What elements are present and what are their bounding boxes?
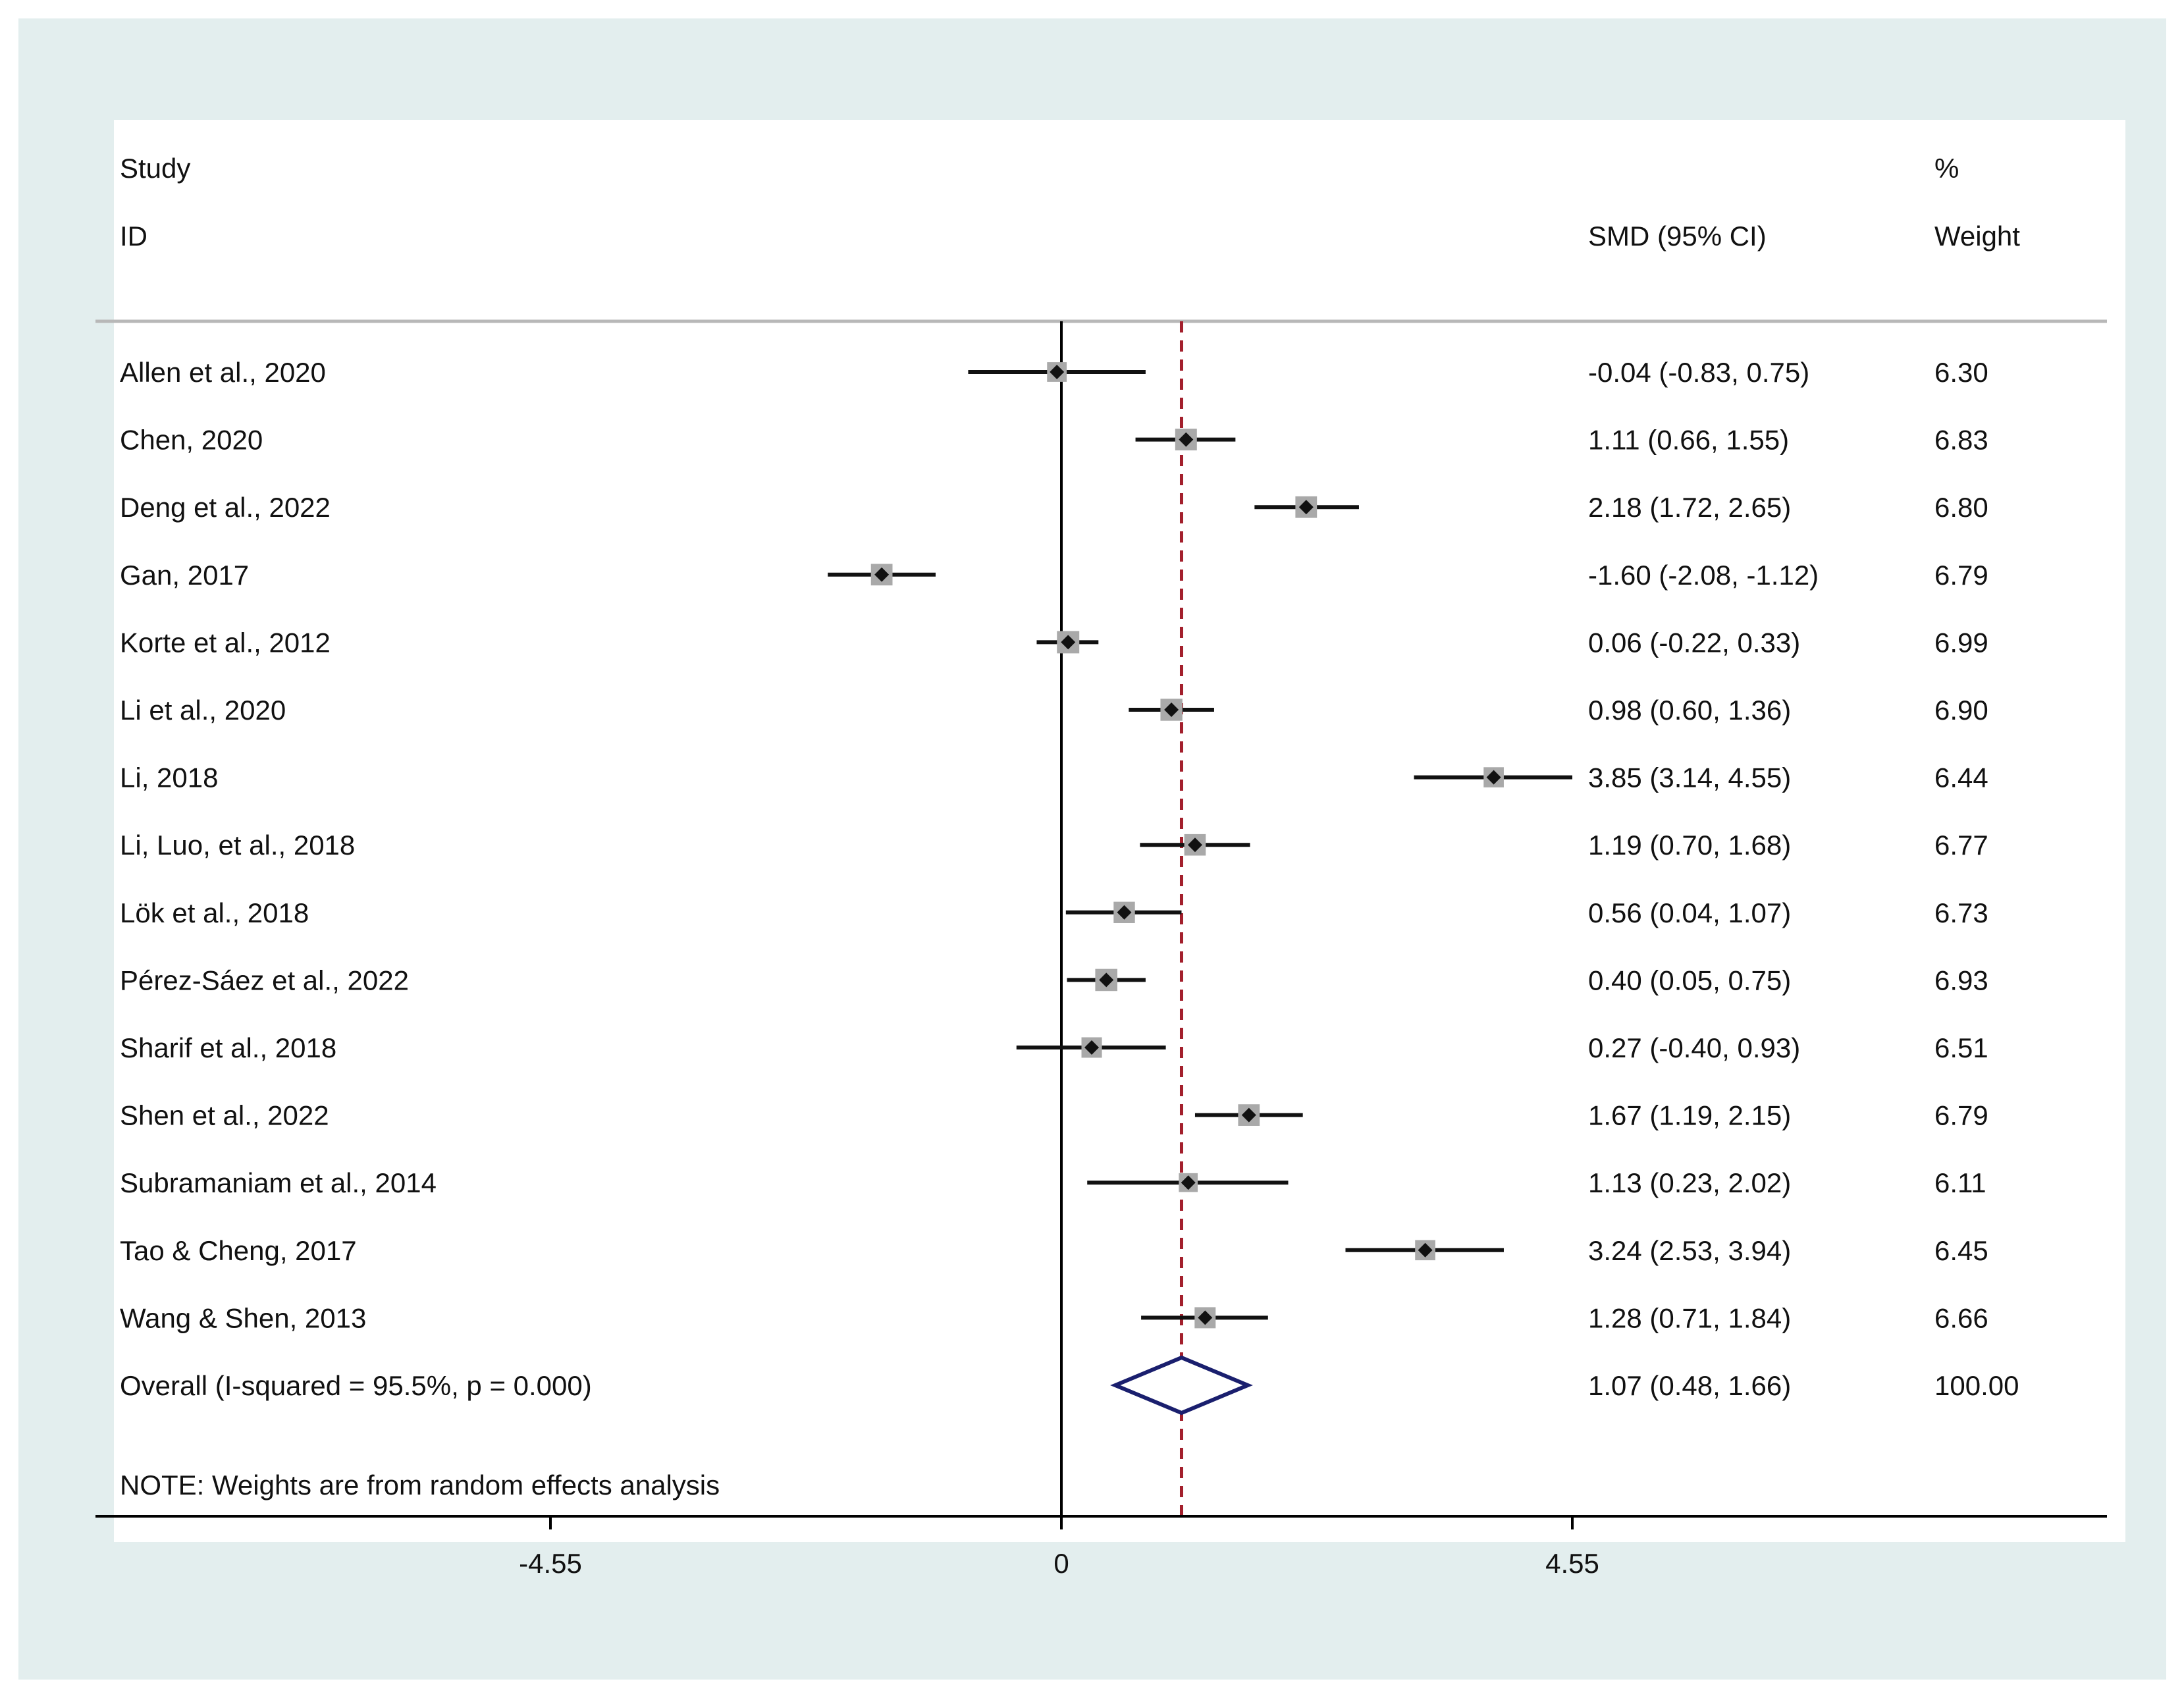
header-weight-percent: % bbox=[1934, 153, 1959, 184]
chart-frame bbox=[18, 18, 2166, 1680]
study-row: Chen, 2020 1.11 (0.66, 1.55) 6.83 bbox=[120, 425, 1988, 456]
study-row: Sharif et al., 2018 0.27 (-0.40, 0.93) 6.5… bbox=[120, 1032, 1988, 1063]
study-label: Wang & Shen, 2013 bbox=[120, 1302, 366, 1333]
ci-text: 0.06 (-0.22, 0.33) bbox=[1588, 627, 1800, 658]
study-rows: Allen et al., 2020 -0.04 (-0.83, 0.75) 6.3… bbox=[120, 357, 1988, 1333]
ci-text: 3.24 (2.53, 3.94) bbox=[1588, 1235, 1791, 1266]
point-estimate bbox=[1050, 365, 1065, 379]
study-row: Wang & Shen, 2013 1.28 (0.71, 1.84) 6.66 bbox=[120, 1302, 1988, 1333]
header-id: ID bbox=[120, 221, 147, 252]
point-estimate bbox=[1198, 1310, 1213, 1325]
study-row: Subramaniam et al., 2014 1.13 (0.23, 2.02… bbox=[120, 1167, 1986, 1198]
x-tick-label: 0 bbox=[1053, 1548, 1069, 1579]
ci-text: 1.19 (0.70, 1.68) bbox=[1588, 830, 1791, 861]
overall-diamond bbox=[1110, 1355, 1253, 1416]
study-row: Li, 2018 3.85 (3.14, 4.55) 6.44 bbox=[120, 762, 1988, 793]
study-label: Gan, 2017 bbox=[120, 560, 249, 591]
study-label: Chen, 2020 bbox=[120, 425, 263, 456]
overall-weight: 100.00 bbox=[1934, 1370, 2019, 1401]
plot-area bbox=[114, 120, 2125, 1542]
weight-value: 6.45 bbox=[1934, 1235, 1988, 1266]
weight-value: 6.99 bbox=[1934, 627, 1988, 658]
point-estimate bbox=[1061, 635, 1076, 650]
ci-text: -1.60 (-2.08, -1.12) bbox=[1588, 560, 1819, 591]
point-estimate bbox=[1181, 1175, 1196, 1190]
weight-value: 6.73 bbox=[1934, 897, 1988, 928]
point-estimate bbox=[1179, 432, 1194, 447]
point-estimate bbox=[1486, 770, 1501, 785]
ci-text: 0.56 (0.04, 1.07) bbox=[1588, 897, 1791, 928]
point-estimate bbox=[1241, 1107, 1256, 1123]
overall-label: Overall (I-squared = 95.5%, p = 0.000) bbox=[120, 1370, 592, 1401]
study-label: Tao & Cheng, 2017 bbox=[120, 1235, 357, 1266]
weight-value: 6.30 bbox=[1934, 357, 1988, 388]
study-label: Li, Luo, et al., 2018 bbox=[120, 830, 355, 861]
ci-text: 0.98 (0.60, 1.36) bbox=[1588, 695, 1791, 726]
x-axis-ticks: -4.55 0 4.55 bbox=[519, 1516, 1599, 1579]
ci-text: 1.28 (0.71, 1.84) bbox=[1588, 1302, 1791, 1333]
x-tick-label: -4.55 bbox=[519, 1548, 582, 1579]
point-estimate bbox=[1298, 500, 1314, 515]
study-row: Shen et al., 2022 1.67 (1.19, 2.15) 6.79 bbox=[120, 1100, 1988, 1131]
header-study: Study bbox=[120, 153, 190, 184]
x-tick-label: 4.55 bbox=[1545, 1548, 1599, 1579]
ci-text: 1.13 (0.23, 2.02) bbox=[1588, 1167, 1791, 1198]
weight-value: 6.90 bbox=[1934, 695, 1988, 726]
study-row: Li et al., 2020 0.98 (0.60, 1.36) 6.90 bbox=[120, 695, 1988, 726]
study-label: Allen et al., 2020 bbox=[120, 357, 326, 388]
ci-text: 2.18 (1.72, 2.65) bbox=[1588, 492, 1791, 523]
ci-text: 3.85 (3.14, 4.55) bbox=[1588, 762, 1791, 793]
weight-value: 6.93 bbox=[1934, 965, 1988, 995]
study-label: Shen et al., 2022 bbox=[120, 1100, 329, 1131]
point-estimate bbox=[1084, 1040, 1100, 1055]
weight-value: 6.51 bbox=[1934, 1032, 1988, 1063]
study-row: Lök et al., 2018 0.56 (0.04, 1.07) 6.73 bbox=[120, 897, 1988, 928]
study-row: Li, Luo, et al., 2018 1.19 (0.70, 1.68) 6.… bbox=[120, 830, 1988, 861]
study-label: Li, 2018 bbox=[120, 762, 218, 793]
study-label: Li et al., 2020 bbox=[120, 695, 286, 726]
weight-value: 6.44 bbox=[1934, 762, 1988, 793]
overall-ci-text: 1.07 (0.48, 1.66) bbox=[1588, 1370, 1791, 1401]
ci-text: 0.40 (0.05, 0.75) bbox=[1588, 965, 1791, 995]
study-label: Pérez-Sáez et al., 2022 bbox=[120, 965, 409, 995]
study-row: Deng et al., 2022 2.18 (1.72, 2.65) 6.80 bbox=[120, 492, 1988, 523]
weight-value: 6.83 bbox=[1934, 425, 1988, 456]
weight-value: 6.11 bbox=[1934, 1167, 1986, 1198]
weight-value: 6.79 bbox=[1934, 1100, 1988, 1131]
point-estimate bbox=[874, 567, 890, 582]
study-label: Subramaniam et al., 2014 bbox=[120, 1167, 437, 1198]
point-estimate bbox=[1099, 972, 1114, 988]
study-row: Korte et al., 2012 0.06 (-0.22, 0.33) 6.99 bbox=[120, 627, 1988, 658]
weight-value: 6.66 bbox=[1934, 1302, 1988, 1333]
ci-text: 0.27 (-0.40, 0.93) bbox=[1588, 1032, 1800, 1063]
header-effect-label: SMD (95% CI) bbox=[1588, 221, 1767, 252]
ci-text: 1.67 (1.19, 2.15) bbox=[1588, 1100, 1791, 1131]
study-row: Gan, 2017 -1.60 (-2.08, -1.12) 6.79 bbox=[120, 560, 1988, 591]
study-row: Allen et al., 2020 -0.04 (-0.83, 0.75) 6.3… bbox=[120, 357, 1988, 388]
point-estimate bbox=[1117, 905, 1132, 920]
point-estimate bbox=[1418, 1242, 1433, 1258]
weight-value: 6.77 bbox=[1934, 830, 1988, 861]
note-text: NOTE: Weights are from random effects an… bbox=[120, 1470, 720, 1500]
study-row: Pérez-Sáez et al., 2022 0.40 (0.05, 0.75)… bbox=[120, 965, 1988, 995]
study-row: Tao & Cheng, 2017 3.24 (2.53, 3.94) 6.45 bbox=[120, 1235, 1988, 1266]
study-label: Deng et al., 2022 bbox=[120, 492, 331, 523]
weight-value: 6.79 bbox=[1934, 560, 1988, 591]
header-weight: Weight bbox=[1934, 221, 2020, 252]
point-estimate bbox=[1164, 703, 1179, 717]
study-label: Korte et al., 2012 bbox=[120, 627, 331, 658]
weight-value: 6.80 bbox=[1934, 492, 1988, 523]
study-label: Sharif et al., 2018 bbox=[120, 1032, 336, 1063]
point-estimate bbox=[1187, 837, 1202, 853]
study-label: Lök et al., 2018 bbox=[120, 897, 309, 928]
ci-text: -0.04 (-0.83, 0.75) bbox=[1588, 357, 1809, 388]
ci-text: 1.11 (0.66, 1.55) bbox=[1588, 425, 1789, 456]
